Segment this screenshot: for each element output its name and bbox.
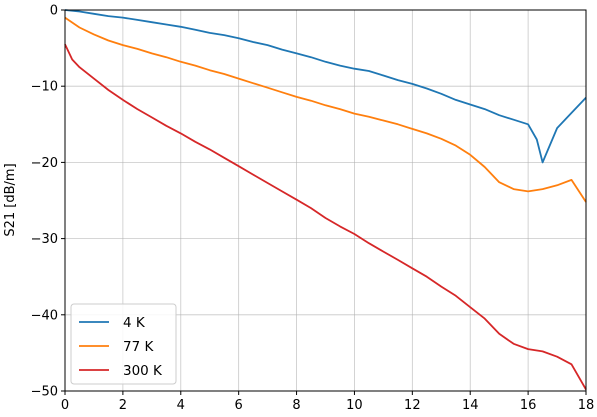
legend-box: [70, 303, 177, 385]
x-tick-label: 16: [520, 398, 537, 413]
series-line: [64, 9, 587, 164]
y-tick-label: −30: [31, 232, 58, 247]
legend-label: 77 K: [123, 339, 154, 355]
y-axis-label: S21 [dB/m]: [3, 163, 18, 236]
y-tick-label: −50: [31, 385, 58, 400]
x-tick-label: 2: [119, 398, 127, 413]
y-tick-label: −20: [31, 156, 58, 171]
y-tick-label: −40: [31, 308, 58, 323]
legend: 4 K 77 K 300 K: [70, 303, 177, 385]
y-tick-label: −10: [31, 80, 58, 95]
series-lines: [64, 9, 587, 390]
legend-label: 4 K: [123, 315, 146, 331]
axis-ticks: 0 2 4 6 8 10 12 14 16 18 0 −10 −20 −30 −40 −50: [31, 4, 595, 414]
x-tick-label: 12: [404, 398, 421, 413]
x-tick-label: 0: [61, 398, 69, 413]
series-line: [64, 16, 587, 203]
legend-label: 300 K: [123, 363, 163, 379]
x-tick-label: 10: [346, 398, 363, 413]
y-tick-label: 0: [50, 4, 58, 19]
x-tick-label: 14: [462, 398, 479, 413]
plot-frame: [64, 9, 587, 392]
x-tick-label: 4: [177, 398, 185, 413]
x-tick-label: 8: [292, 398, 300, 413]
x-tick-label: 6: [235, 398, 243, 413]
series-line: [64, 43, 587, 390]
x-tick-label: 18: [578, 398, 595, 413]
